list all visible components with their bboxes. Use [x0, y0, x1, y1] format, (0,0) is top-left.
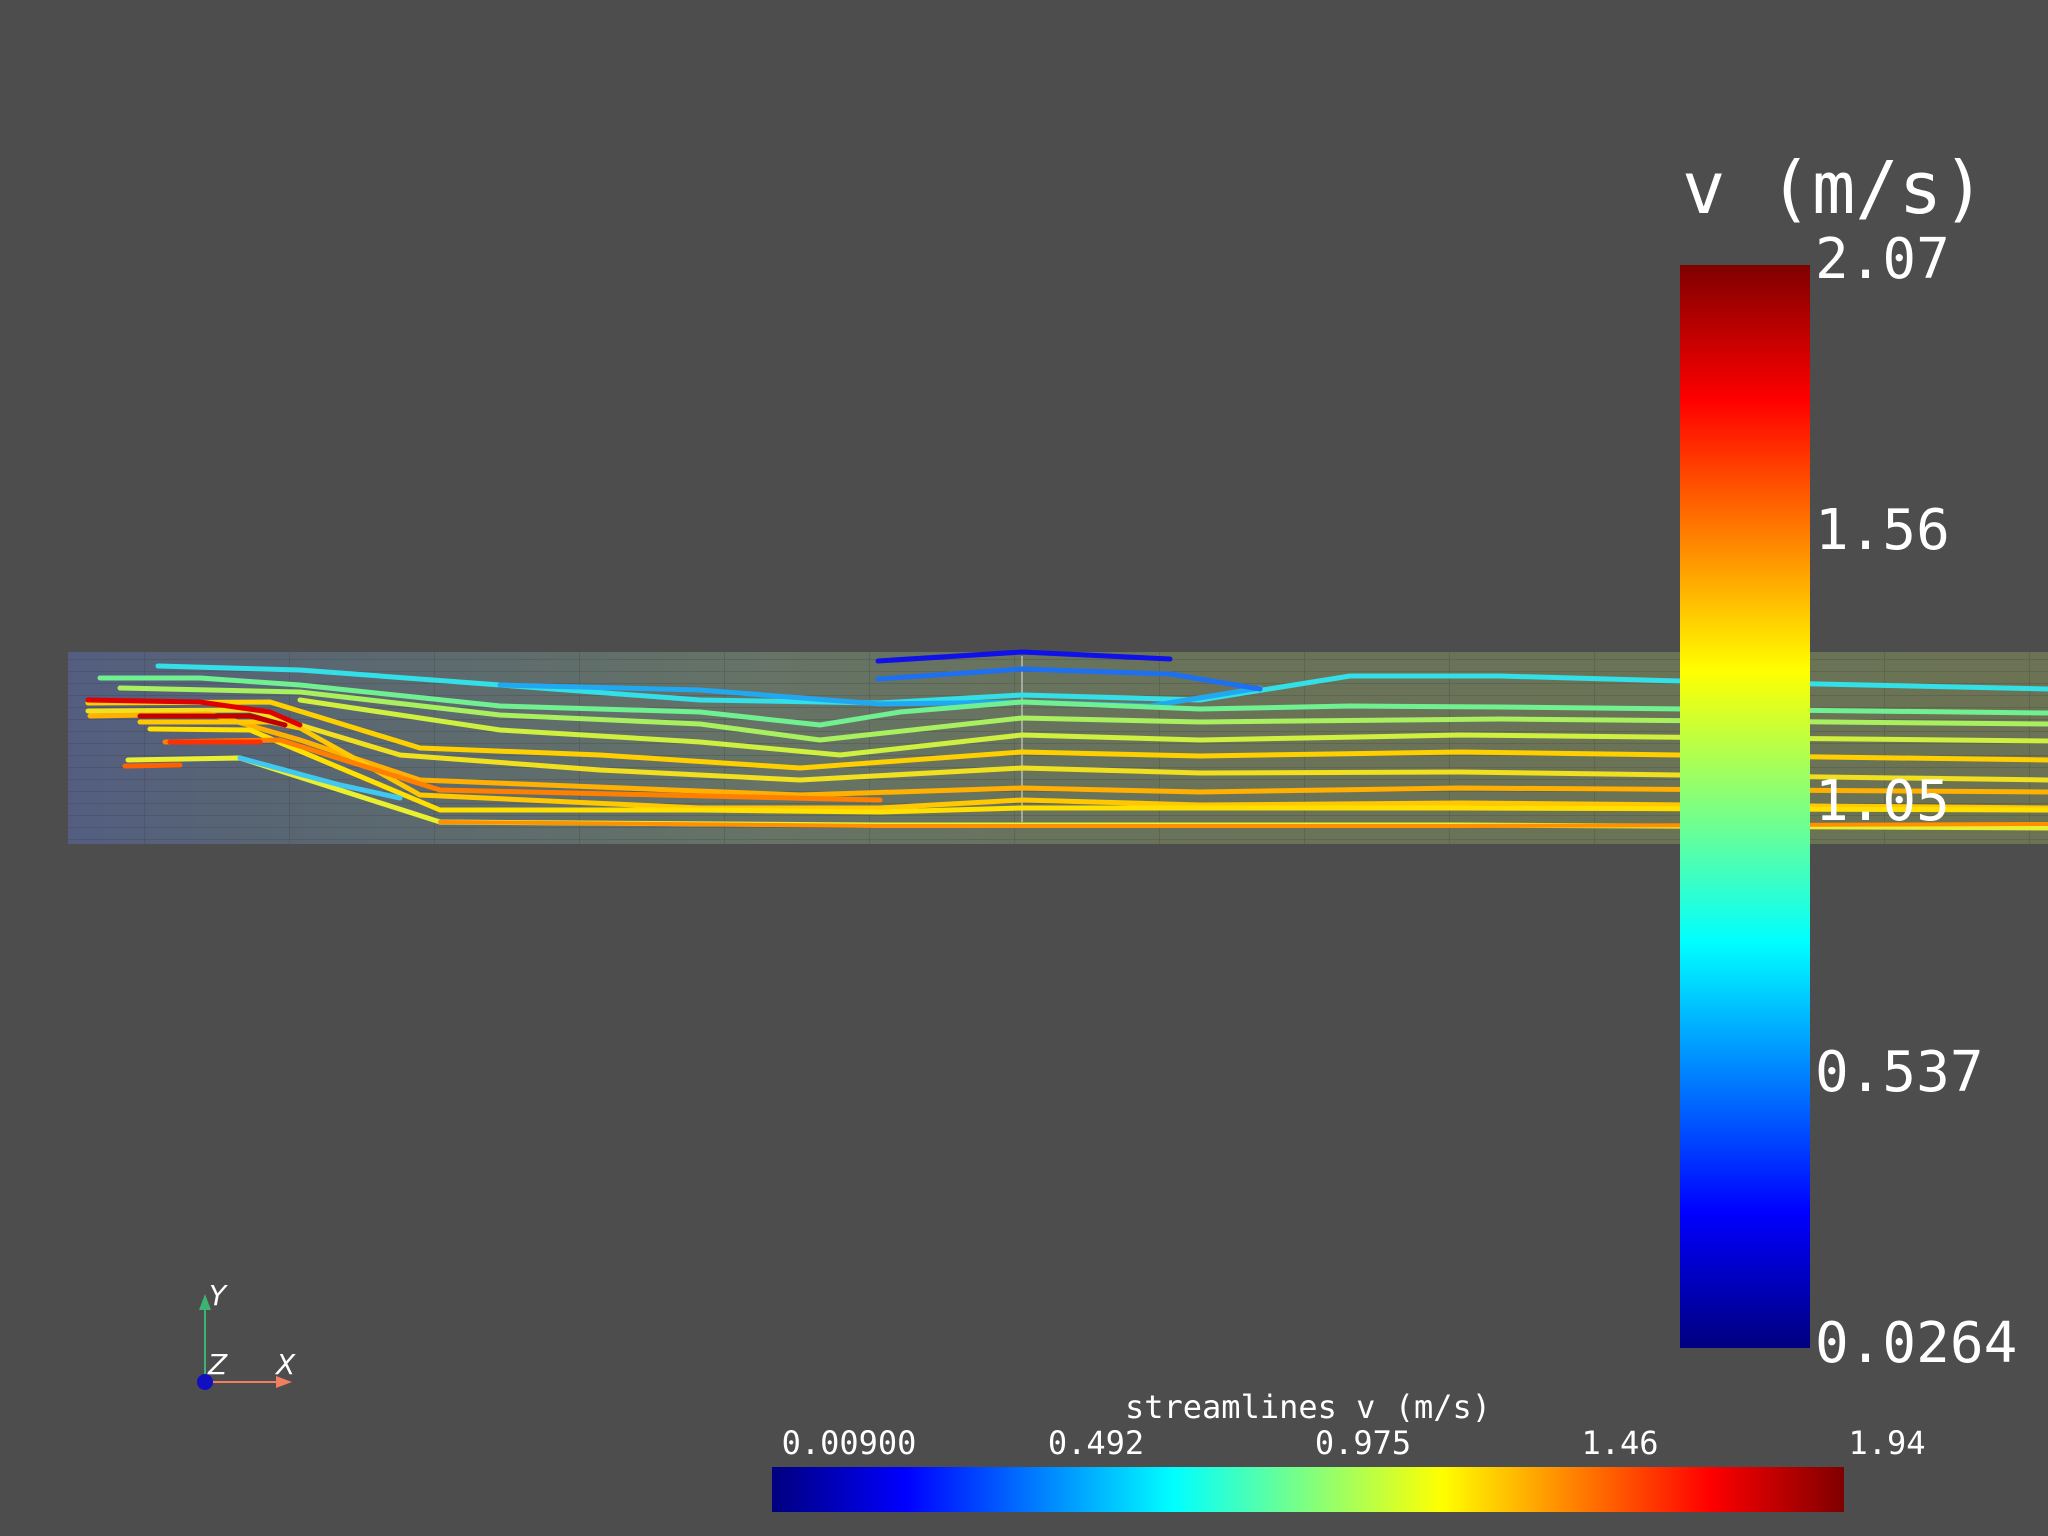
scalar-bar-gradient: [1680, 265, 1810, 1348]
streamline-bar: streamlines v (m/s) 0.00900 0.492 0.975 …: [772, 1388, 1926, 1512]
streamline: [85, 699, 2048, 771]
streamline-bar-gradient: [772, 1467, 1844, 1512]
streamline: [137, 713, 288, 728]
streamline-bar-title: streamlines v (m/s): [1125, 1388, 1491, 1426]
streamline: [237, 755, 403, 801]
z-axis-label: Z: [207, 1348, 228, 1381]
y-axis-label: Y: [209, 1279, 228, 1312]
scalar-bar-tick: 1.56: [1815, 498, 1950, 563]
scalar-bar-tick: 1.05: [1815, 769, 1950, 834]
streamline-bar-tick: 0.975: [1315, 1424, 1411, 1462]
scalar-bar-title: v (m/s): [1682, 146, 1985, 230]
z-axis-dot: [197, 1374, 213, 1390]
streamline-bar-tick: 0.492: [1048, 1424, 1144, 1462]
streamline: [875, 649, 1173, 664]
scalar-bar-tick: 0.0264: [1815, 1311, 2017, 1376]
orientation-axes[interactable]: Y Z X: [197, 1279, 296, 1390]
streamline: [97, 675, 2048, 728]
streamline: [875, 666, 1263, 692]
scalar-bar-tick: 0.537: [1815, 1040, 1984, 1105]
streamline: [155, 663, 2048, 706]
streamline: [497, 682, 1263, 709]
streamline: [85, 697, 303, 728]
scalar-bar-tick: 2.07: [1815, 227, 1950, 292]
streamline: [297, 697, 2048, 758]
streamline-bar-tick: 1.46: [1581, 1424, 1658, 1462]
streamline: [147, 726, 2048, 815]
scalar-bar: v (m/s) 2.07 1.56 1.05 0.537 0.0264: [1680, 146, 2017, 1376]
x-axis-arrowhead: [276, 1376, 292, 1388]
x-axis-label: X: [274, 1348, 296, 1381]
streamline-bar-tick: 1.94: [1848, 1424, 1925, 1462]
y-axis-arrowhead: [199, 1294, 211, 1310]
streamline: [122, 762, 183, 769]
streamline-bar-tick: 0.00900: [782, 1424, 917, 1462]
streamline: [117, 685, 2048, 743]
